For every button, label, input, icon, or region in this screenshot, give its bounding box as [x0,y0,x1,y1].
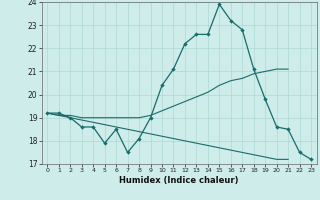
X-axis label: Humidex (Indice chaleur): Humidex (Indice chaleur) [119,176,239,185]
